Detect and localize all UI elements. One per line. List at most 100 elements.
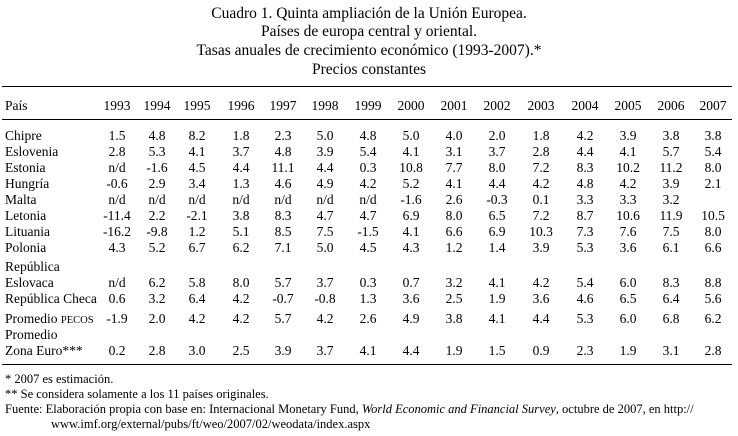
value-cell: 11.1 bbox=[271, 160, 295, 175]
value-cell: 4.1 bbox=[488, 311, 506, 326]
value-cell: n/d bbox=[188, 192, 206, 207]
column-header-year: 1998 bbox=[311, 98, 339, 113]
row-label: Estonia bbox=[5, 160, 46, 175]
value-cell: 0.7 bbox=[402, 275, 420, 290]
value-cell: 2.5 bbox=[232, 343, 250, 358]
value-cell: -0.7 bbox=[272, 291, 294, 306]
value-cell: 2.1 bbox=[704, 176, 722, 191]
value-cell: 6.8 bbox=[662, 311, 680, 326]
value-cell: 0.6 bbox=[108, 291, 126, 306]
value-cell: 8.7 bbox=[576, 208, 594, 223]
value-cell: 11.9 bbox=[659, 208, 683, 223]
value-cell: 0.3 bbox=[359, 160, 377, 175]
top-rule bbox=[2, 86, 732, 87]
value-cell: 4.2 bbox=[316, 311, 334, 326]
column-header-year: 2005 bbox=[614, 98, 642, 113]
row-label: República bbox=[5, 259, 60, 274]
value-cell: 6.4 bbox=[188, 291, 206, 306]
table-row: Eslovenia 2.8 5.3 4.1 3.7 4.8 3.9 5.4 4.1 3.1 3.7 2… bbox=[0, 144, 738, 160]
value-cell: 5.0 bbox=[316, 128, 334, 143]
value-cell: 3.4 bbox=[188, 176, 206, 191]
value-cell: -0.3 bbox=[486, 192, 508, 207]
value-cell: 3.8 bbox=[704, 128, 722, 143]
value-cell: 6.7 bbox=[188, 240, 206, 255]
value-cell: 7.1 bbox=[274, 240, 292, 255]
table-row: Eslovaca n/d 6.2 5.8 8.0 5.7 3.7 0.3 0.7 3.2 4.1 4… bbox=[0, 275, 738, 291]
value-cell: 6.4 bbox=[662, 291, 680, 306]
value-cell: 4.8 bbox=[274, 144, 292, 159]
value-cell: 5.7 bbox=[274, 311, 292, 326]
table-row: Zona Euro*** 0.2 2.8 3.0 2.5 3.9 3.7 4.1 4.4 1.9… bbox=[0, 343, 738, 359]
header-row: País 1993 1994 1995 1996 1997 1998 1999 2000 200… bbox=[0, 98, 738, 114]
value-cell: 3.7 bbox=[488, 144, 506, 159]
table-row: Promedio PECOS -1.9 2.0 4.2 4.2 5.7 4.2 2.6 4.9… bbox=[0, 311, 738, 327]
value-cell: 5.1 bbox=[232, 224, 250, 239]
column-header-year: 2000 bbox=[397, 98, 425, 113]
value-cell: 4.9 bbox=[316, 176, 334, 191]
row-label: Promedio PECOS bbox=[5, 311, 94, 329]
table-row: República Checa 0.6 3.2 6.4 4.2 -0.7 -0.8 1.3 3… bbox=[0, 291, 738, 307]
value-cell: 8.0 bbox=[704, 160, 722, 175]
value-cell: 5.6 bbox=[704, 291, 722, 306]
table-title: Cuadro 1. Quinta ampliación de la Unión … bbox=[211, 5, 527, 22]
value-cell: 4.1 bbox=[402, 224, 420, 239]
value-cell: 7.5 bbox=[316, 224, 334, 239]
value-cell: 2.8 bbox=[704, 343, 722, 358]
value-cell: 3.9 bbox=[316, 144, 334, 159]
row-label: Eslovenia bbox=[5, 144, 59, 159]
value-cell: 6.5 bbox=[488, 208, 506, 223]
column-header-year: 1996 bbox=[227, 98, 255, 113]
value-cell: 5.7 bbox=[662, 144, 680, 159]
value-cell: 0.3 bbox=[359, 275, 377, 290]
value-cell: 10.6 bbox=[616, 208, 640, 223]
value-cell: 7.7 bbox=[445, 160, 463, 175]
value-cell: 8.3 bbox=[576, 160, 594, 175]
value-cell: 4.7 bbox=[316, 208, 334, 223]
value-cell: 4.2 bbox=[532, 275, 550, 290]
value-cell: 10.3 bbox=[529, 224, 553, 239]
value-cell: 4.2 bbox=[532, 176, 550, 191]
value-cell: 6.2 bbox=[148, 275, 166, 290]
value-cell: 4.6 bbox=[274, 176, 292, 191]
value-cell: 3.8 bbox=[232, 208, 250, 223]
column-header-year: 1999 bbox=[354, 98, 382, 113]
value-cell: 2.0 bbox=[488, 128, 506, 143]
value-cell: 5.0 bbox=[402, 128, 420, 143]
table-row: Lituania -16.2 -9.8 1.2 5.1 8.5 7.5 -1.5 4.1 6.6 6… bbox=[0, 224, 738, 240]
value-cell: 10.2 bbox=[616, 160, 640, 175]
row-label: Lituania bbox=[5, 224, 50, 239]
value-cell: 6.6 bbox=[704, 240, 722, 255]
value-cell: 1.3 bbox=[359, 291, 377, 306]
value-cell: 2.0 bbox=[148, 311, 166, 326]
value-cell: 4.2 bbox=[232, 291, 250, 306]
value-cell: 2.8 bbox=[532, 144, 550, 159]
value-cell: 4.7 bbox=[359, 208, 377, 223]
value-cell: -16.2 bbox=[102, 224, 132, 239]
value-cell: 1.9 bbox=[619, 343, 637, 358]
value-cell: 8.2 bbox=[188, 128, 206, 143]
value-cell: 1.8 bbox=[232, 128, 250, 143]
value-cell: 4.3 bbox=[402, 240, 420, 255]
table-subtitle: Países de europa central y oriental. bbox=[260, 23, 478, 40]
value-cell: 5.0 bbox=[316, 240, 334, 255]
value-cell: -9.8 bbox=[146, 224, 168, 239]
value-cell: 4.2 bbox=[359, 176, 377, 191]
value-cell: 5.4 bbox=[576, 275, 594, 290]
source-prefix: Fuente: Elaboración propia con base en: … bbox=[5, 402, 362, 416]
value-cell: 3.6 bbox=[619, 240, 637, 255]
value-cell: 8.5 bbox=[274, 224, 292, 239]
value-cell: 1.2 bbox=[188, 224, 206, 239]
row-label: Letonia bbox=[5, 208, 47, 223]
value-cell: 2.5 bbox=[445, 291, 463, 306]
value-cell: 3.9 bbox=[274, 343, 292, 358]
value-cell: 3.8 bbox=[445, 311, 463, 326]
value-cell: 2.8 bbox=[108, 144, 126, 159]
value-cell: 2.8 bbox=[148, 343, 166, 358]
value-cell: 4.4 bbox=[532, 311, 550, 326]
value-cell: 1.9 bbox=[445, 343, 463, 358]
column-header-year: 2006 bbox=[657, 98, 685, 113]
source-title: World Economic and Financial Survey bbox=[361, 402, 556, 416]
value-cell: 4.1 bbox=[488, 275, 506, 290]
row-label: República Checa bbox=[5, 291, 97, 306]
value-cell: -1.5 bbox=[357, 224, 379, 239]
